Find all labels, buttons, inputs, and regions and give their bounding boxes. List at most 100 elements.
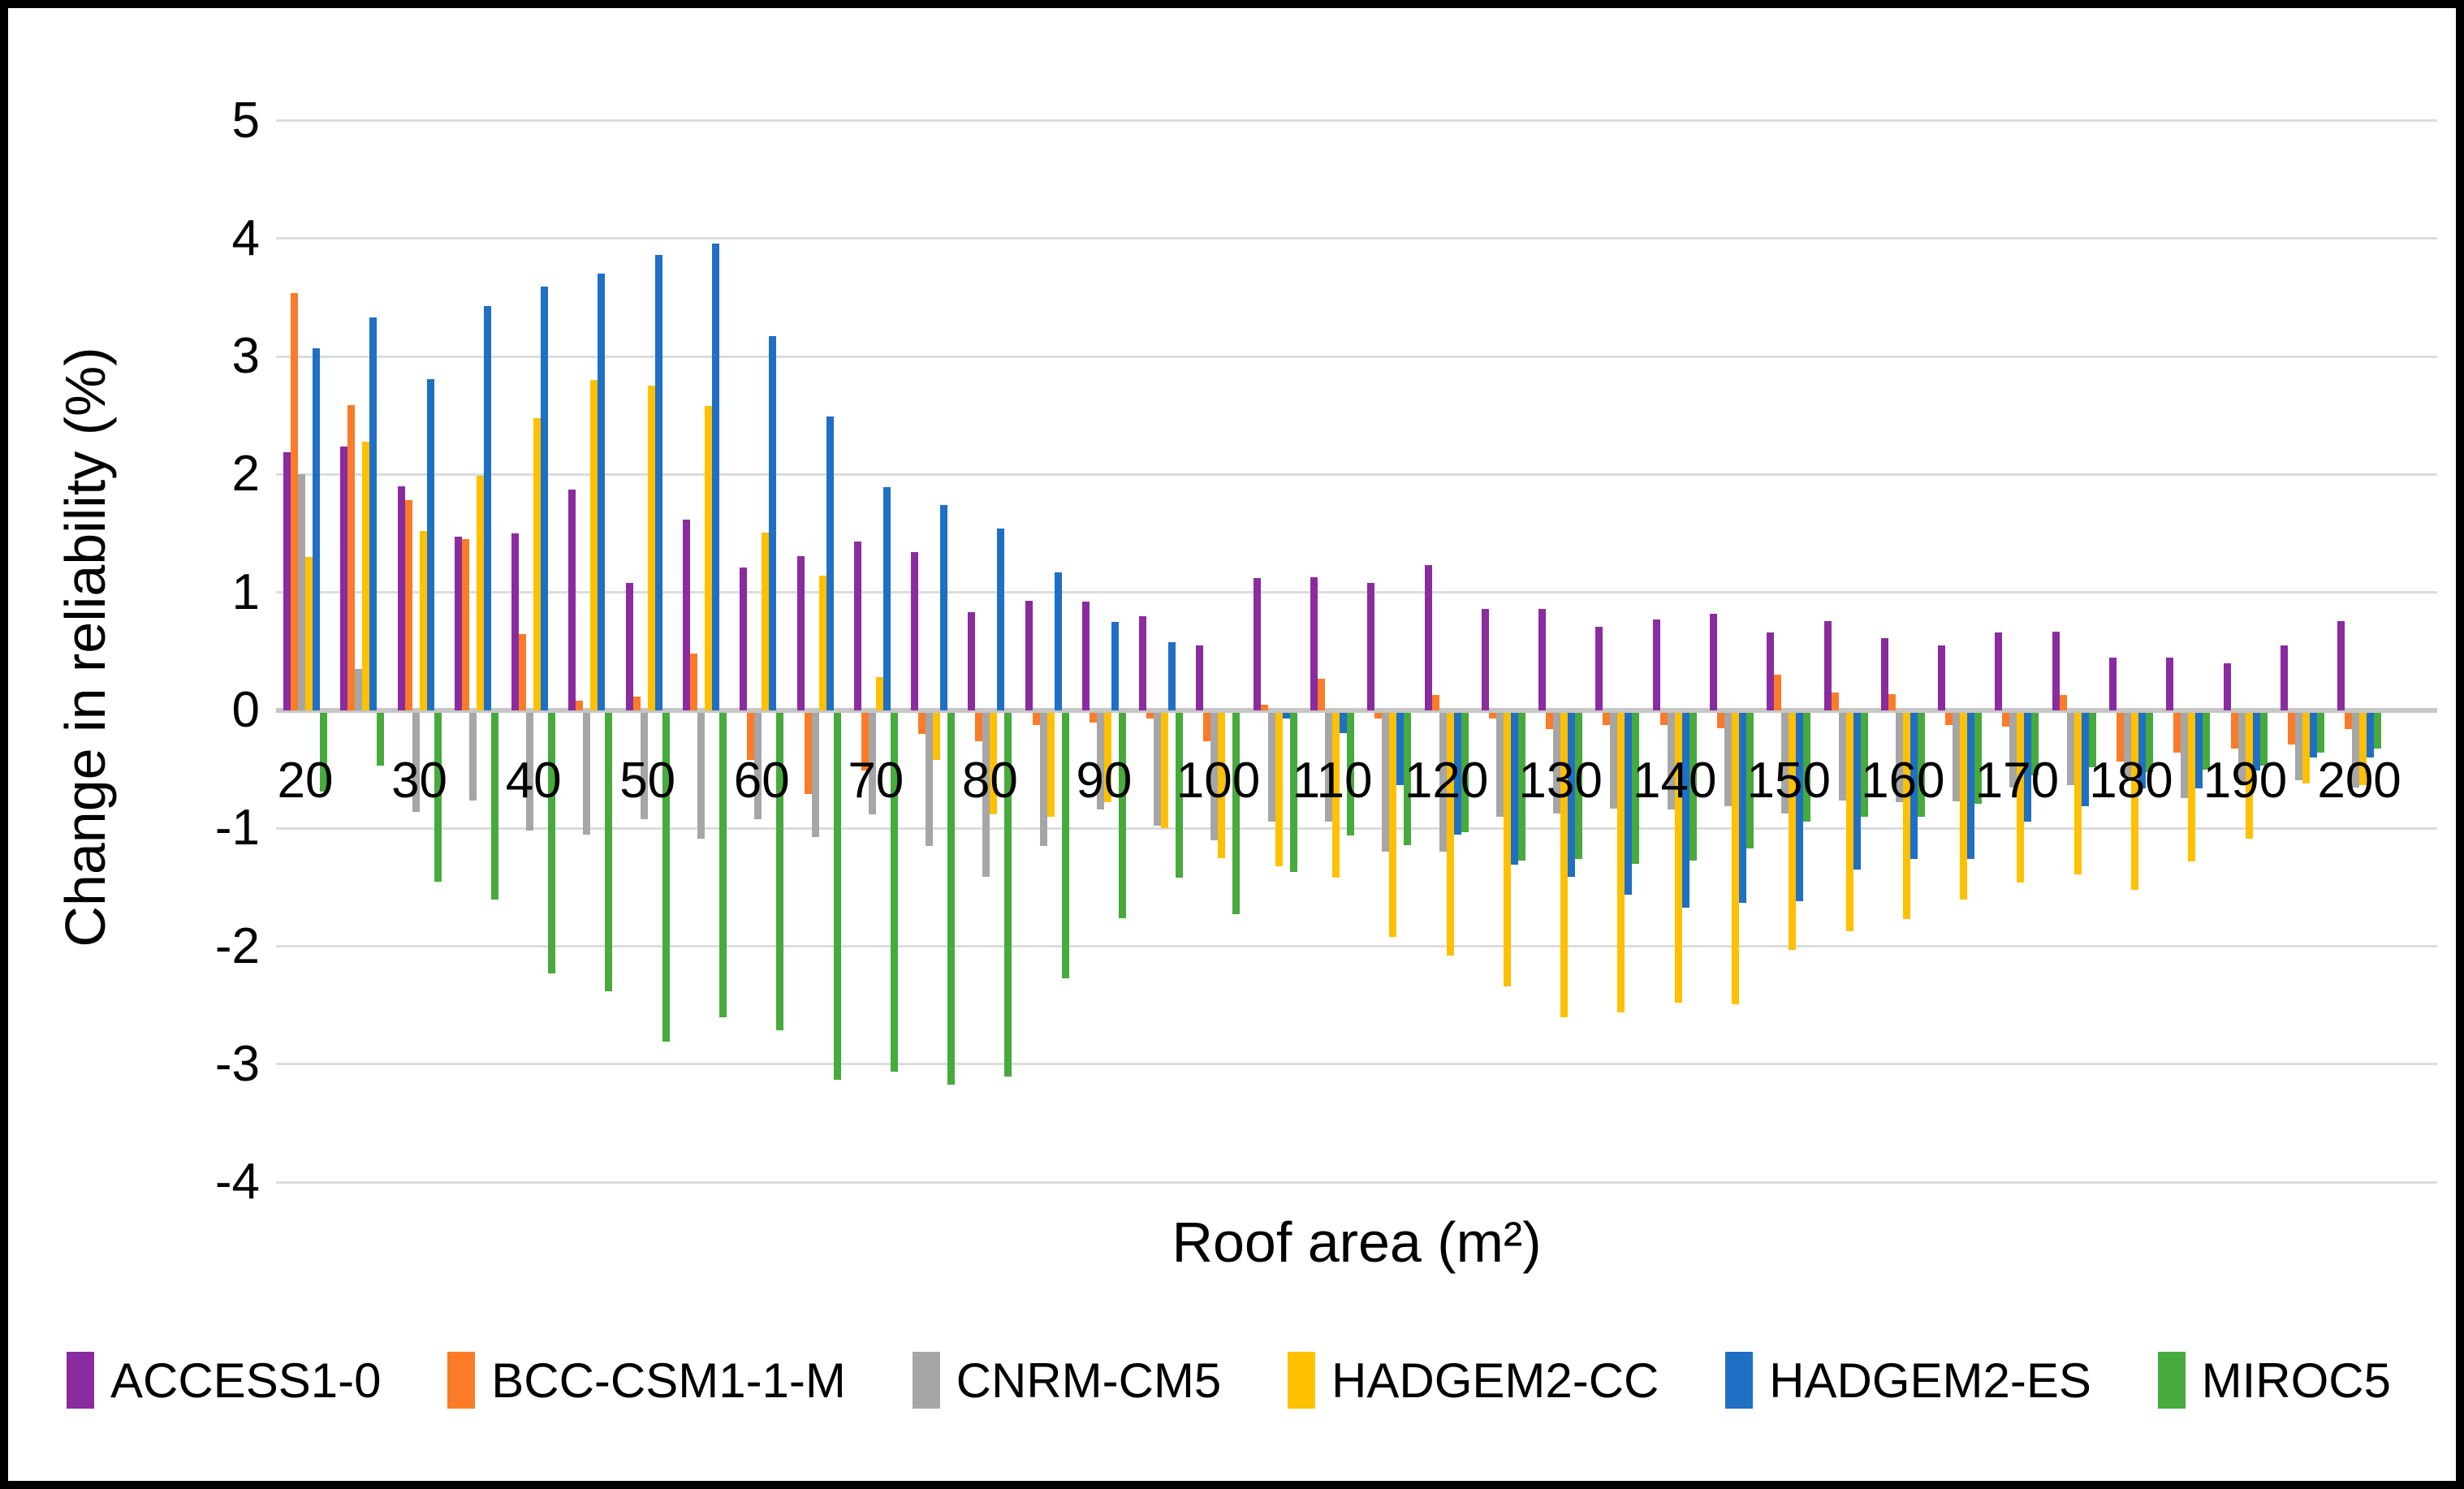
bar: [1176, 713, 1184, 878]
bar: [776, 713, 784, 1030]
bar: [662, 713, 670, 1042]
bar: [811, 713, 819, 837]
bar: [1625, 713, 1633, 895]
x-axis-title: Roof area (m²): [1172, 1211, 1542, 1274]
bar: [1431, 695, 1439, 710]
bar: [454, 537, 462, 710]
x-axis-tick-label: 50: [619, 753, 676, 809]
bar: [1481, 609, 1489, 710]
y-axis-tick-label: 2: [231, 446, 260, 503]
x-axis-tick-label: 200: [2317, 753, 2401, 809]
legend-swatch-access1-0: [67, 1352, 94, 1409]
bar: [1880, 638, 1888, 710]
x-axis-tick-label: 30: [391, 753, 448, 809]
bar: [1560, 713, 1569, 1017]
bar: [990, 713, 998, 814]
bar: [1860, 713, 1868, 817]
bar: [796, 555, 805, 710]
bar: [1974, 713, 1983, 804]
bar: [1732, 713, 1739, 1004]
y-axis-title: Change in reliability (%): [54, 347, 117, 947]
legend-label: CNRM-CM5: [956, 1353, 1222, 1408]
x-axis-tick-label: 180: [2089, 753, 2173, 809]
bar: [1025, 600, 1033, 710]
bar: [1439, 713, 1447, 852]
bar: [2345, 713, 2353, 730]
bar: [1332, 713, 1340, 878]
bar: [490, 713, 498, 900]
y-axis-tick-label: 3: [231, 328, 260, 385]
x-axis-tick-label: 130: [1518, 753, 1603, 809]
gridline: [276, 1063, 2437, 1066]
bar: [890, 713, 898, 1072]
bar: [997, 529, 1005, 710]
bar: [1196, 645, 1204, 710]
bar: [2294, 713, 2302, 780]
bar: [483, 305, 491, 710]
x-axis-tick-label: 190: [2203, 753, 2288, 809]
x-axis-tick-label: 80: [961, 753, 1018, 809]
legend-item: ACCESS1-0: [67, 1352, 381, 1409]
bar: [355, 669, 363, 710]
bar: [1032, 713, 1040, 725]
bar: [1367, 583, 1375, 710]
bar: [2002, 713, 2010, 727]
legend-swatch-bcc-csm1-1-m: [447, 1352, 476, 1409]
bar: [590, 380, 598, 710]
bar: [2052, 631, 2060, 710]
gridline: [276, 473, 2437, 476]
bar: [2166, 657, 2174, 710]
bar: [1888, 693, 1896, 710]
bar: [1118, 713, 1126, 918]
bar: [461, 539, 469, 710]
bar: [1667, 713, 1675, 810]
legend-item: CNRM-CM5: [912, 1352, 1222, 1409]
x-axis-tick-label: 120: [1404, 753, 1489, 809]
bar: [1253, 578, 1261, 710]
bar: [1275, 713, 1283, 866]
bar: [861, 713, 869, 771]
bar: [875, 677, 883, 710]
bar: [1260, 704, 1268, 710]
bar: [1325, 713, 1333, 822]
bar: [2031, 713, 2039, 775]
bar: [947, 713, 956, 1085]
legend-item: BCC-CSM1-1-M: [447, 1352, 846, 1409]
bar: [2203, 713, 2211, 770]
legend-swatch-cnrm-cm5: [912, 1352, 940, 1409]
bar: [968, 612, 976, 710]
bar: [1803, 713, 1811, 822]
bar: [2223, 662, 2231, 710]
bar: [320, 713, 327, 792]
bar: [576, 701, 584, 710]
bar: [2145, 713, 2153, 772]
bar: [377, 713, 385, 766]
bar: [625, 583, 633, 710]
bar: [1845, 713, 1853, 931]
gridline: [276, 1180, 2437, 1184]
bar: [769, 336, 777, 710]
bar: [911, 552, 919, 710]
bar: [2302, 713, 2310, 784]
bar: [1652, 619, 1660, 710]
bar: [1453, 713, 1461, 835]
bar: [1282, 713, 1290, 719]
gridline: [276, 945, 2437, 948]
bar: [347, 404, 356, 710]
x-axis-tick-label: 150: [1746, 753, 1831, 809]
bar: [2130, 713, 2138, 890]
bar: [689, 654, 697, 710]
bar: [926, 713, 934, 847]
gridline: [276, 355, 2437, 358]
bar: [1446, 713, 1454, 956]
bar: [2073, 713, 2082, 875]
bar: [1674, 713, 1682, 1003]
bar: [868, 713, 876, 814]
bar: [605, 713, 613, 991]
x-axis-tick-label: 170: [1974, 753, 2060, 809]
bar: [1168, 641, 1176, 710]
bar: [1724, 713, 1732, 806]
bar: [1210, 713, 1219, 840]
bar: [2259, 713, 2268, 766]
bar: [340, 446, 348, 710]
